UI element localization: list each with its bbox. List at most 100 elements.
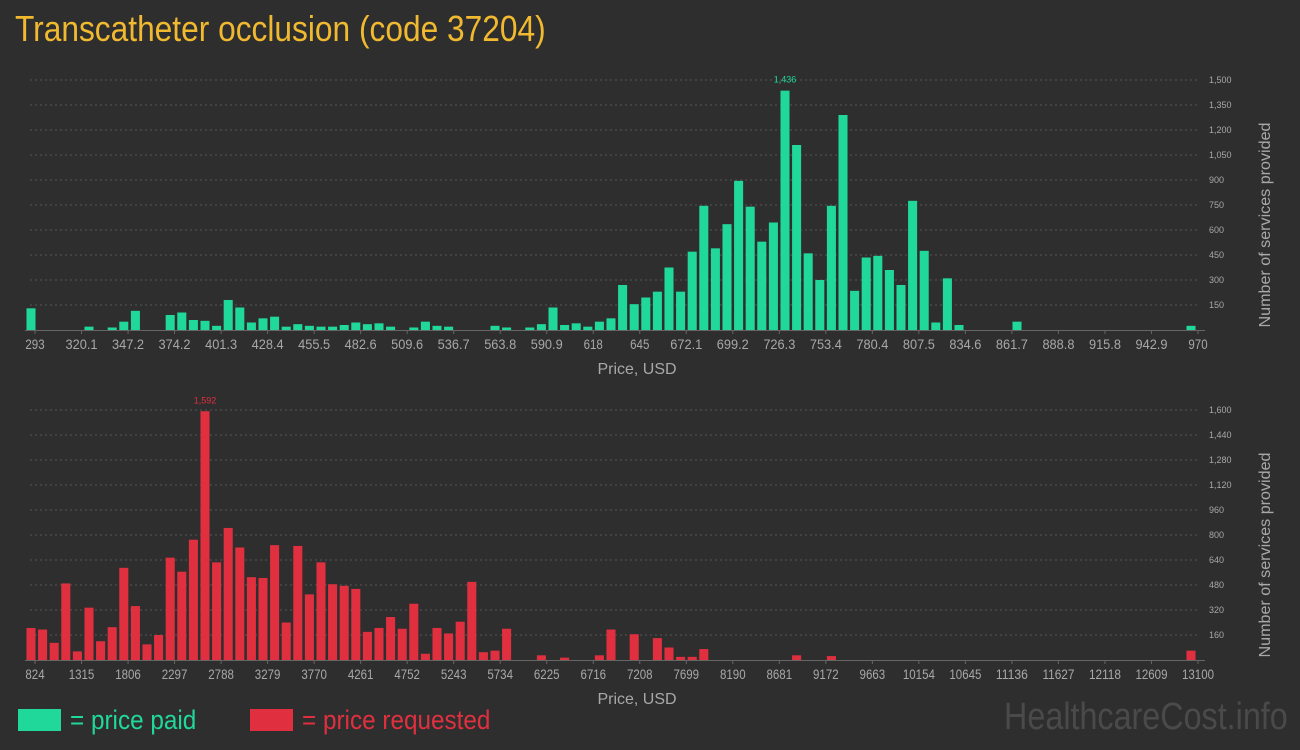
x-tick-label: 7699 [673,666,699,682]
x-tick-label: 618 [584,336,603,352]
x-tick-label: 2297 [162,666,188,682]
x-tick-label: 7208 [627,666,653,682]
bar [606,318,616,330]
price-requested-chart: 160 320 480 640 800 960 1,120 1,280 1,440 1,600 1,… [25,395,1274,708]
bar [386,326,396,330]
bar [560,325,570,330]
bar [304,325,314,330]
bar [177,571,187,660]
bar [374,323,384,330]
x-tick-label: 10645 [949,666,981,682]
x-tick-label: 482.6 [345,336,377,352]
bar [826,205,836,330]
bar [490,325,500,330]
bar [908,200,918,330]
x-tick-label: 6716 [580,666,606,682]
bar [316,562,326,660]
x-tick-label: 726.3 [763,336,795,352]
x-tick-label: 320.1 [66,336,98,352]
x-tick-label: 12609 [1135,666,1167,682]
x-tick-label: 9172 [813,666,839,682]
bar [165,315,175,330]
bar [200,411,210,660]
bar [212,325,222,330]
bar [583,326,593,330]
bar [594,321,604,330]
x-tick-label: 834.6 [949,336,981,352]
y-tick-label: 1,050 [1209,150,1232,160]
bar [84,607,94,660]
bar [1186,650,1196,660]
bar [919,250,929,330]
bar [130,310,140,330]
y-tick-label: 320 [1209,605,1224,615]
bar [107,327,117,330]
bar [397,628,407,660]
bar [212,562,222,660]
bar [84,326,94,330]
bar [699,649,709,660]
x-tick-label: 915.8 [1089,336,1121,352]
x-tick-label: 4261 [348,666,374,682]
bar [931,322,941,330]
bar [339,585,349,660]
bar [652,638,662,660]
bar [652,291,662,330]
y-tick-label: 1,600 [1209,405,1232,415]
bar [351,588,361,660]
x-tick-label: 942.9 [1135,336,1167,352]
x-tick-label: 293 [25,336,44,352]
y-tick-label: 640 [1209,555,1224,565]
bar [594,655,604,660]
x-tick-label: 12118 [1089,666,1121,682]
x-axis-title: Price, USD [597,361,676,378]
bar [618,285,628,330]
y-axis-title: Number of services provided [1257,453,1274,658]
x-tick-label: 9663 [860,666,886,682]
bar [351,322,361,330]
bar [119,567,129,660]
x-tick-label: 807.5 [903,336,935,352]
bar [386,617,396,660]
bar [444,633,454,660]
bar [560,657,570,660]
bar [1186,325,1196,330]
bar [676,291,686,330]
x-tick-label: 401.3 [205,336,237,352]
bar [246,322,256,330]
x-tick-label: 590.9 [531,336,563,352]
bar [374,627,384,660]
bar [420,321,430,330]
x-tick-label: 374.2 [159,336,191,352]
bar [96,641,106,660]
x-tick-label: 11136 [996,666,1028,682]
bar [420,653,430,660]
bar [536,324,546,330]
bar [26,308,36,330]
bar [142,644,152,660]
bar [177,312,187,330]
x-tick-label: 8681 [767,666,793,682]
x-tick-label: 780.4 [856,336,888,352]
x-tick-label: 4752 [394,666,420,682]
peak-data-label: 1,436 [774,75,797,85]
x-tick-label: 455.5 [298,336,330,352]
bar [502,327,512,330]
bar [606,629,616,660]
x-tick-label: 5243 [441,666,467,682]
bar [119,321,129,330]
bar [154,635,164,660]
bar [270,316,280,330]
bar [281,622,291,660]
bar [664,647,674,660]
bar [38,629,48,660]
y-tick-label: 1,350 [1209,100,1232,110]
bar [838,115,848,330]
y-tick-label: 800 [1209,530,1224,540]
x-tick-label: 2788 [208,666,234,682]
bar [107,627,117,660]
bar [200,320,210,330]
y-tick-label: 750 [1209,200,1224,210]
bar [339,325,349,330]
y-tick-label: 1,280 [1209,455,1232,465]
